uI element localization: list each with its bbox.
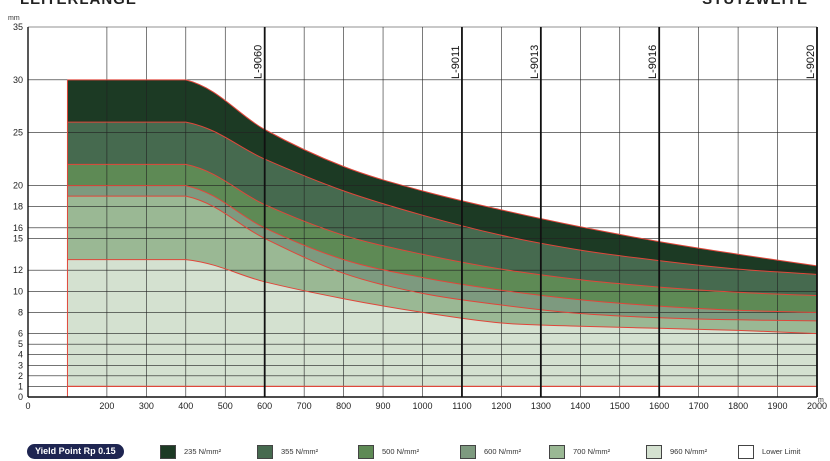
legend-swatch [160, 444, 176, 459]
boundary-1 [67, 121, 818, 275]
x-tick-1200: 1200 [491, 401, 511, 411]
x-tick-500: 500 [218, 401, 233, 411]
legend-swatch [460, 444, 476, 459]
x-tick-2000: 2000 [807, 401, 827, 411]
legend-swatch [738, 444, 754, 459]
legend-label: 600 N/mm² [484, 447, 522, 456]
x-tick-1700: 1700 [689, 401, 709, 411]
legend: Yield Point Rp 0.15 235 N/mm² 355 N/mm² 50… [0, 441, 830, 461]
x-tick-1600: 1600 [649, 401, 669, 411]
x-tick-1400: 1400 [570, 401, 590, 411]
band-5 [67, 259, 817, 397]
x-unit-label: m [818, 397, 824, 404]
y-tick-10: 10 [13, 286, 23, 296]
x-tick-1800: 1800 [728, 401, 748, 411]
x-tick-900: 900 [376, 401, 391, 411]
legend-item: 600 N/mm² [460, 444, 521, 459]
ref-label-L-9020: L-9020 [805, 45, 817, 79]
boundary-0 [67, 79, 818, 267]
ref-label-L-9011: L-9011 [450, 46, 462, 79]
y-tick-5: 5 [18, 339, 23, 349]
x-tick-400: 400 [178, 401, 193, 411]
y-tick-2: 2 [18, 371, 23, 381]
legend-swatch [646, 444, 662, 459]
x-tick-1500: 1500 [610, 401, 630, 411]
boundary-3 [67, 185, 818, 313]
legend-item: 355 N/mm² [257, 444, 318, 459]
y-tick-4: 4 [18, 350, 23, 360]
header-left-title: LEITERLÄNGE [20, 0, 137, 8]
yield-point-badge: Yield Point Rp 0.15 [27, 444, 124, 459]
y-tick-20: 20 [13, 181, 23, 191]
legend-item: 235 N/mm² [160, 444, 221, 459]
legend-label: 960 N/mm² [670, 447, 708, 456]
y-tick-16: 16 [13, 223, 23, 233]
legend-item: Lower Limit [738, 444, 800, 459]
y-unit-label: mm [8, 15, 20, 22]
legend-swatch [257, 444, 273, 459]
y-tick-15: 15 [13, 233, 23, 243]
y-tick-0: 0 [18, 392, 23, 402]
y-tick-1: 1 [18, 381, 23, 391]
y-tick-12: 12 [13, 265, 23, 275]
y-tick-35: 35 [13, 22, 23, 32]
legend-swatch [358, 444, 374, 459]
legend-label: 500 N/mm² [382, 447, 420, 456]
legend-label: Lower Limit [762, 447, 801, 456]
band-6 [67, 386, 817, 397]
ref-label-L-9060: L-9060 [253, 45, 265, 79]
x-tick-0: 0 [25, 401, 30, 411]
legend-label: 700 N/mm² [573, 447, 611, 456]
x-tick-200: 200 [99, 401, 114, 411]
x-tick-800: 800 [336, 401, 351, 411]
legend-swatch [549, 444, 565, 459]
y-tick-18: 18 [13, 202, 23, 212]
y-tick-25: 25 [13, 128, 23, 138]
y-tick-30: 30 [13, 75, 23, 85]
legend-label: 235 N/mm² [184, 447, 222, 456]
x-tick-600: 600 [257, 401, 272, 411]
x-tick-700: 700 [297, 401, 312, 411]
x-tick-1300: 1300 [531, 401, 551, 411]
x-tick-1900: 1900 [768, 401, 788, 411]
legend-item: 700 N/mm² [549, 444, 610, 459]
y-tick-8: 8 [18, 307, 23, 317]
legend-item: 500 N/mm² [358, 444, 419, 459]
y-tick-6: 6 [18, 329, 23, 339]
x-tick-300: 300 [139, 401, 154, 411]
ref-label-L-9016: L-9016 [647, 45, 659, 79]
legend-label: 355 N/mm² [281, 447, 319, 456]
header-right-title: STÜTZWEITE [702, 0, 808, 8]
x-tick-1000: 1000 [412, 401, 432, 411]
y-tick-3: 3 [18, 360, 23, 370]
boundary-5 [67, 259, 818, 335]
boundary-2 [67, 163, 818, 296]
ref-label-L-9013: L-9013 [529, 45, 541, 79]
legend-item: 960 N/mm² [646, 444, 707, 459]
x-tick-1100: 1100 [452, 401, 471, 411]
boundary-4 [67, 195, 818, 322]
